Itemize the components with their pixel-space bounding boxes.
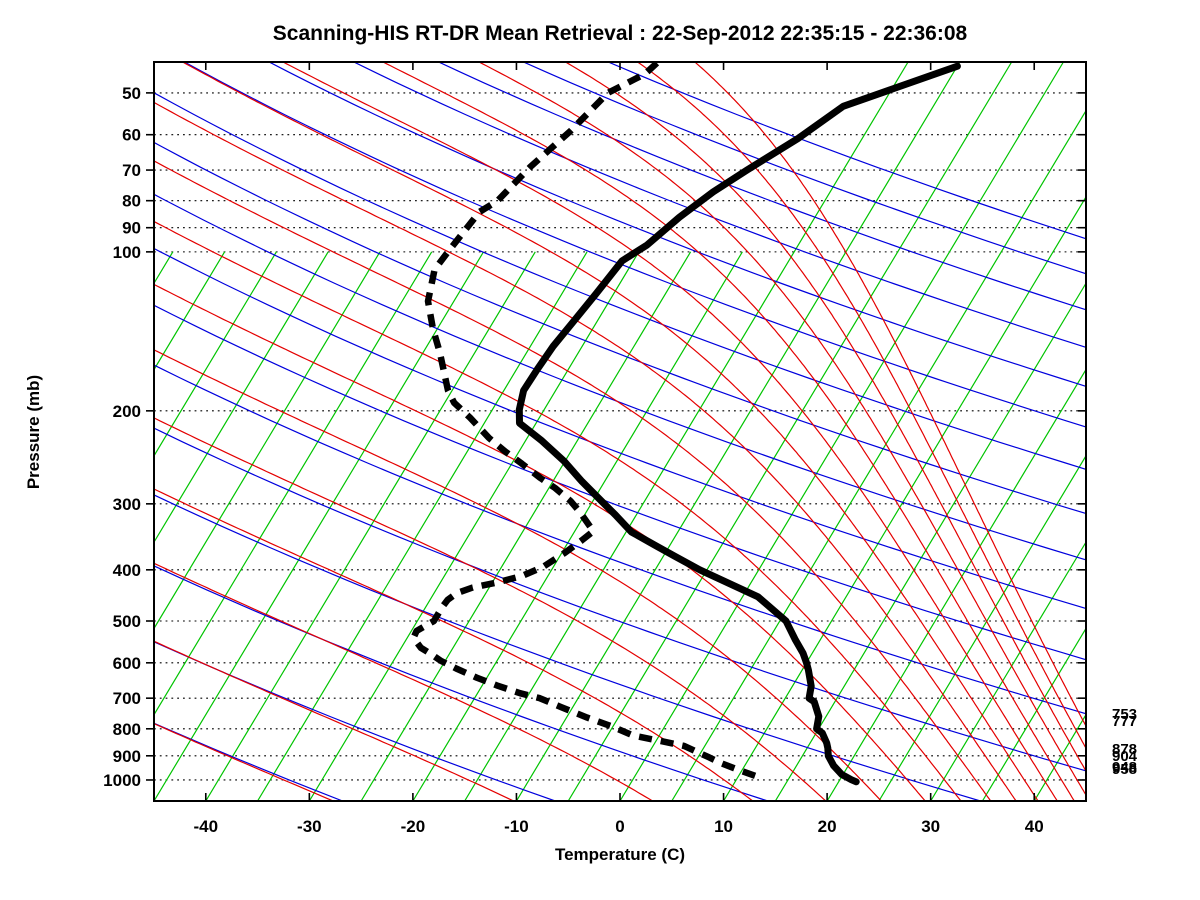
y-axis-label: Pressure (mb) bbox=[24, 374, 43, 490]
dry-adiabats-group bbox=[154, 62, 1086, 801]
isobars-group bbox=[154, 92, 1086, 781]
svg-text:60: 60 bbox=[122, 126, 141, 145]
svg-text:10: 10 bbox=[714, 817, 733, 836]
svg-text:20: 20 bbox=[818, 817, 837, 836]
side-pressure-label: 958 bbox=[1112, 761, 1138, 779]
svg-text:-10: -10 bbox=[504, 817, 529, 836]
svg-text:50: 50 bbox=[122, 84, 141, 103]
side-pressure-label: 753 bbox=[1112, 705, 1138, 723]
svg-text:600: 600 bbox=[113, 654, 141, 673]
svg-text:400: 400 bbox=[113, 561, 141, 580]
profiles-group bbox=[410, 62, 961, 786]
temperature-curve bbox=[515, 62, 961, 786]
svg-text:0: 0 bbox=[615, 817, 624, 836]
svg-text:800: 800 bbox=[113, 720, 141, 739]
svg-text:300: 300 bbox=[113, 495, 141, 514]
side-pressure-label: 904 bbox=[1112, 747, 1138, 765]
svg-text:70: 70 bbox=[122, 161, 141, 180]
tick-marks bbox=[146, 62, 1086, 801]
svg-text:200: 200 bbox=[113, 402, 141, 421]
svg-text:-30: -30 bbox=[297, 817, 322, 836]
svg-text:1000: 1000 bbox=[103, 771, 141, 790]
svg-text:40: 40 bbox=[1025, 817, 1044, 836]
chart-title-text: Scanning-HIS RT-DR Mean Retrieval : 22-S… bbox=[272, 22, 968, 45]
dewpoint-curve bbox=[410, 62, 757, 779]
svg-text:700: 700 bbox=[113, 689, 141, 708]
y-tick-labels: 50 60 70 80 90 100 200 300 400 500 600 700 800 900 100… bbox=[103, 84, 141, 790]
svg-text:100: 100 bbox=[113, 243, 141, 262]
svg-text:30: 30 bbox=[921, 817, 940, 836]
svg-text:80: 80 bbox=[122, 192, 141, 211]
svg-text:-40: -40 bbox=[193, 817, 218, 836]
x-tick-labels: -40 -30 -20 -10 0 10 20 30 40 bbox=[193, 817, 1043, 836]
svg-text:900: 900 bbox=[113, 747, 141, 766]
chart-title: Scanning-HIS RT-DR Mean Retrieval : 22-S… bbox=[0, 22, 1200, 46]
svg-text:90: 90 bbox=[122, 219, 141, 238]
svg-text:500: 500 bbox=[113, 612, 141, 631]
side-pressure-label: 878 bbox=[1112, 741, 1138, 759]
side-pressure-label: 777 bbox=[1112, 713, 1138, 731]
side-pressure-label: 948 bbox=[1112, 758, 1138, 776]
x-axis-label: Temperature (C) bbox=[554, 845, 686, 864]
isotherms-group bbox=[154, 62, 1086, 801]
svg-text:-20: -20 bbox=[401, 817, 426, 836]
